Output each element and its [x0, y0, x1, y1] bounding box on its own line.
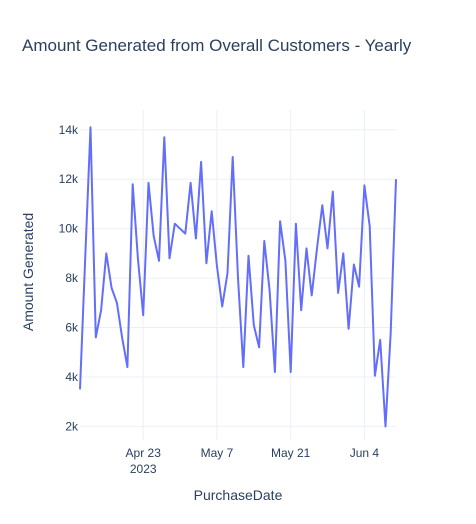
y-tick-label: 4k [65, 370, 79, 384]
y-tick-label: 14k [59, 123, 79, 137]
chart-title: Amount Generated from Overall Customers … [22, 36, 412, 55]
y-tick-label: 12k [59, 172, 79, 186]
x-tick-label: May 21 [271, 446, 311, 460]
x-tick-label: Apr 23 [126, 446, 162, 460]
y-tick-label: 6k [65, 321, 79, 335]
x-axis-ticks: Apr 23 2023 May 7 May 21 Jun 4 [126, 446, 380, 476]
y-tick-label: 2k [65, 419, 79, 433]
x-tick-label: Jun 4 [350, 446, 380, 460]
y-tick-label: 10k [59, 222, 79, 236]
x-tick-sublabel: 2023 [130, 462, 157, 476]
series-group [79, 126, 397, 428]
x-axis-title: PurchaseDate [194, 487, 283, 503]
y-tick-label: 8k [65, 271, 79, 285]
gridlines [80, 110, 396, 440]
y-axis-title: Amount Generated [20, 213, 36, 331]
x-tick-label: May 7 [201, 446, 234, 460]
y-axis-ticks: 2k 4k 6k 8k 10k 12k 14k [59, 123, 79, 434]
series-line [79, 126, 397, 428]
